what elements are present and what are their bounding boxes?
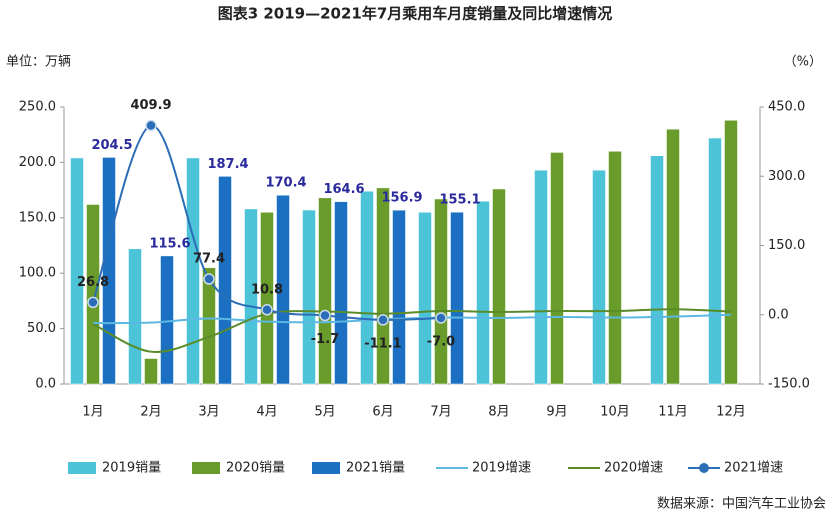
value-label: 155.1: [439, 193, 480, 208]
y2-tick-label: 150.0: [768, 238, 805, 253]
x-tick-label: 8月: [488, 405, 509, 420]
legend-label: 2020增速: [604, 461, 663, 476]
x-tick-label: 3月: [198, 405, 219, 420]
bar: [650, 155, 664, 385]
bar: [202, 267, 216, 385]
bar: [302, 209, 316, 385]
bar: [70, 157, 84, 385]
line: [92, 308, 732, 353]
bar: [708, 137, 722, 385]
bar: [592, 169, 606, 385]
y-tick-label: 200.0: [19, 155, 56, 170]
value-label: 26.8: [77, 275, 109, 290]
x-tick-label: 9月: [546, 405, 567, 420]
legend-swatch: [192, 462, 220, 474]
value-label: 77.4: [193, 252, 225, 267]
value-label: 115.6: [149, 236, 190, 251]
value-label: 10.8: [251, 282, 283, 297]
bar: [550, 152, 564, 385]
line-marker: [87, 296, 99, 309]
y-axis-label: 单位：万辆: [6, 55, 71, 70]
legend-label: 2019增速: [472, 461, 531, 476]
value-label: 156.9: [381, 191, 422, 206]
bar: [450, 211, 464, 385]
legend-marker: [699, 463, 709, 473]
bar: [476, 200, 490, 385]
bar: [418, 212, 432, 385]
bar: [128, 248, 142, 385]
bar: [724, 120, 738, 385]
y-tick-label: 100.0: [19, 266, 56, 281]
chart-title: 图表3 2019—2021年7月乘用车月度销量及同比增速情况: [218, 5, 613, 23]
bar: [608, 151, 622, 385]
legend-swatch: [68, 462, 96, 474]
x-tick-label: 6月: [372, 405, 393, 420]
value-label: -11.1: [364, 336, 401, 351]
bar: [434, 198, 448, 385]
x-tick-label: 5月: [314, 405, 335, 420]
legend-label: 2019销量: [102, 461, 161, 476]
legend-swatch: [312, 462, 340, 474]
x-tick-label: 2月: [140, 405, 161, 420]
bar: [318, 197, 332, 385]
bar: [160, 255, 174, 385]
bar: [86, 204, 100, 385]
y-tick-label: 250.0: [19, 100, 56, 115]
x-tick-label: 10月: [600, 405, 630, 420]
bar: [186, 157, 200, 385]
bar: [360, 190, 374, 385]
source: 数据来源：中国汽车工业协会: [657, 496, 826, 512]
value-label: 187.4: [207, 157, 248, 172]
x-tick-label: 7月: [430, 405, 451, 420]
line-marker: [377, 314, 389, 326]
y2-axis-label: （%）: [784, 55, 822, 70]
x-tick-label: 1月: [82, 405, 103, 420]
line-marker: [203, 273, 215, 285]
value-label: 409.9: [130, 98, 171, 113]
line: [92, 124, 442, 321]
bar: [102, 157, 116, 385]
x-tick-label: 12月: [716, 405, 746, 420]
bar: [392, 209, 406, 385]
line-marker: [319, 309, 331, 322]
y2-tick-label: 300.0: [768, 169, 805, 184]
legend-label: 2021增速: [724, 461, 783, 476]
legend-label: 2021销量: [346, 461, 405, 476]
bar: [492, 188, 506, 385]
value-label: -1.7: [311, 332, 339, 347]
bar: [666, 128, 680, 385]
bar: [334, 201, 348, 385]
legend-label: 2020销量: [226, 461, 285, 476]
y-tick-label: 0.0: [35, 377, 56, 392]
bar: [244, 208, 258, 385]
y-tick-label: 50.0: [27, 321, 56, 336]
x-tick-label: 4月: [256, 405, 277, 420]
bar: [218, 176, 232, 385]
value-label: 164.6: [323, 182, 364, 197]
value-label: -7.0: [427, 334, 455, 349]
bar: [144, 358, 158, 385]
x-tick-label: 11月: [658, 405, 688, 420]
value-label: 170.4: [265, 176, 306, 191]
y2-tick-label: 450.0: [768, 100, 805, 115]
line-marker: [145, 119, 157, 132]
y-tick-label: 150.0: [19, 210, 56, 225]
bar: [260, 212, 274, 385]
y2-tick-label: 0.0: [768, 307, 789, 322]
line-marker: [261, 304, 273, 316]
line: [92, 313, 732, 325]
bar: [534, 169, 548, 385]
value-label: 204.5: [91, 138, 132, 153]
line-marker: [435, 312, 447, 324]
y2-tick-label: -150.0: [768, 377, 810, 392]
bar: [276, 194, 290, 385]
bar: [376, 187, 390, 385]
